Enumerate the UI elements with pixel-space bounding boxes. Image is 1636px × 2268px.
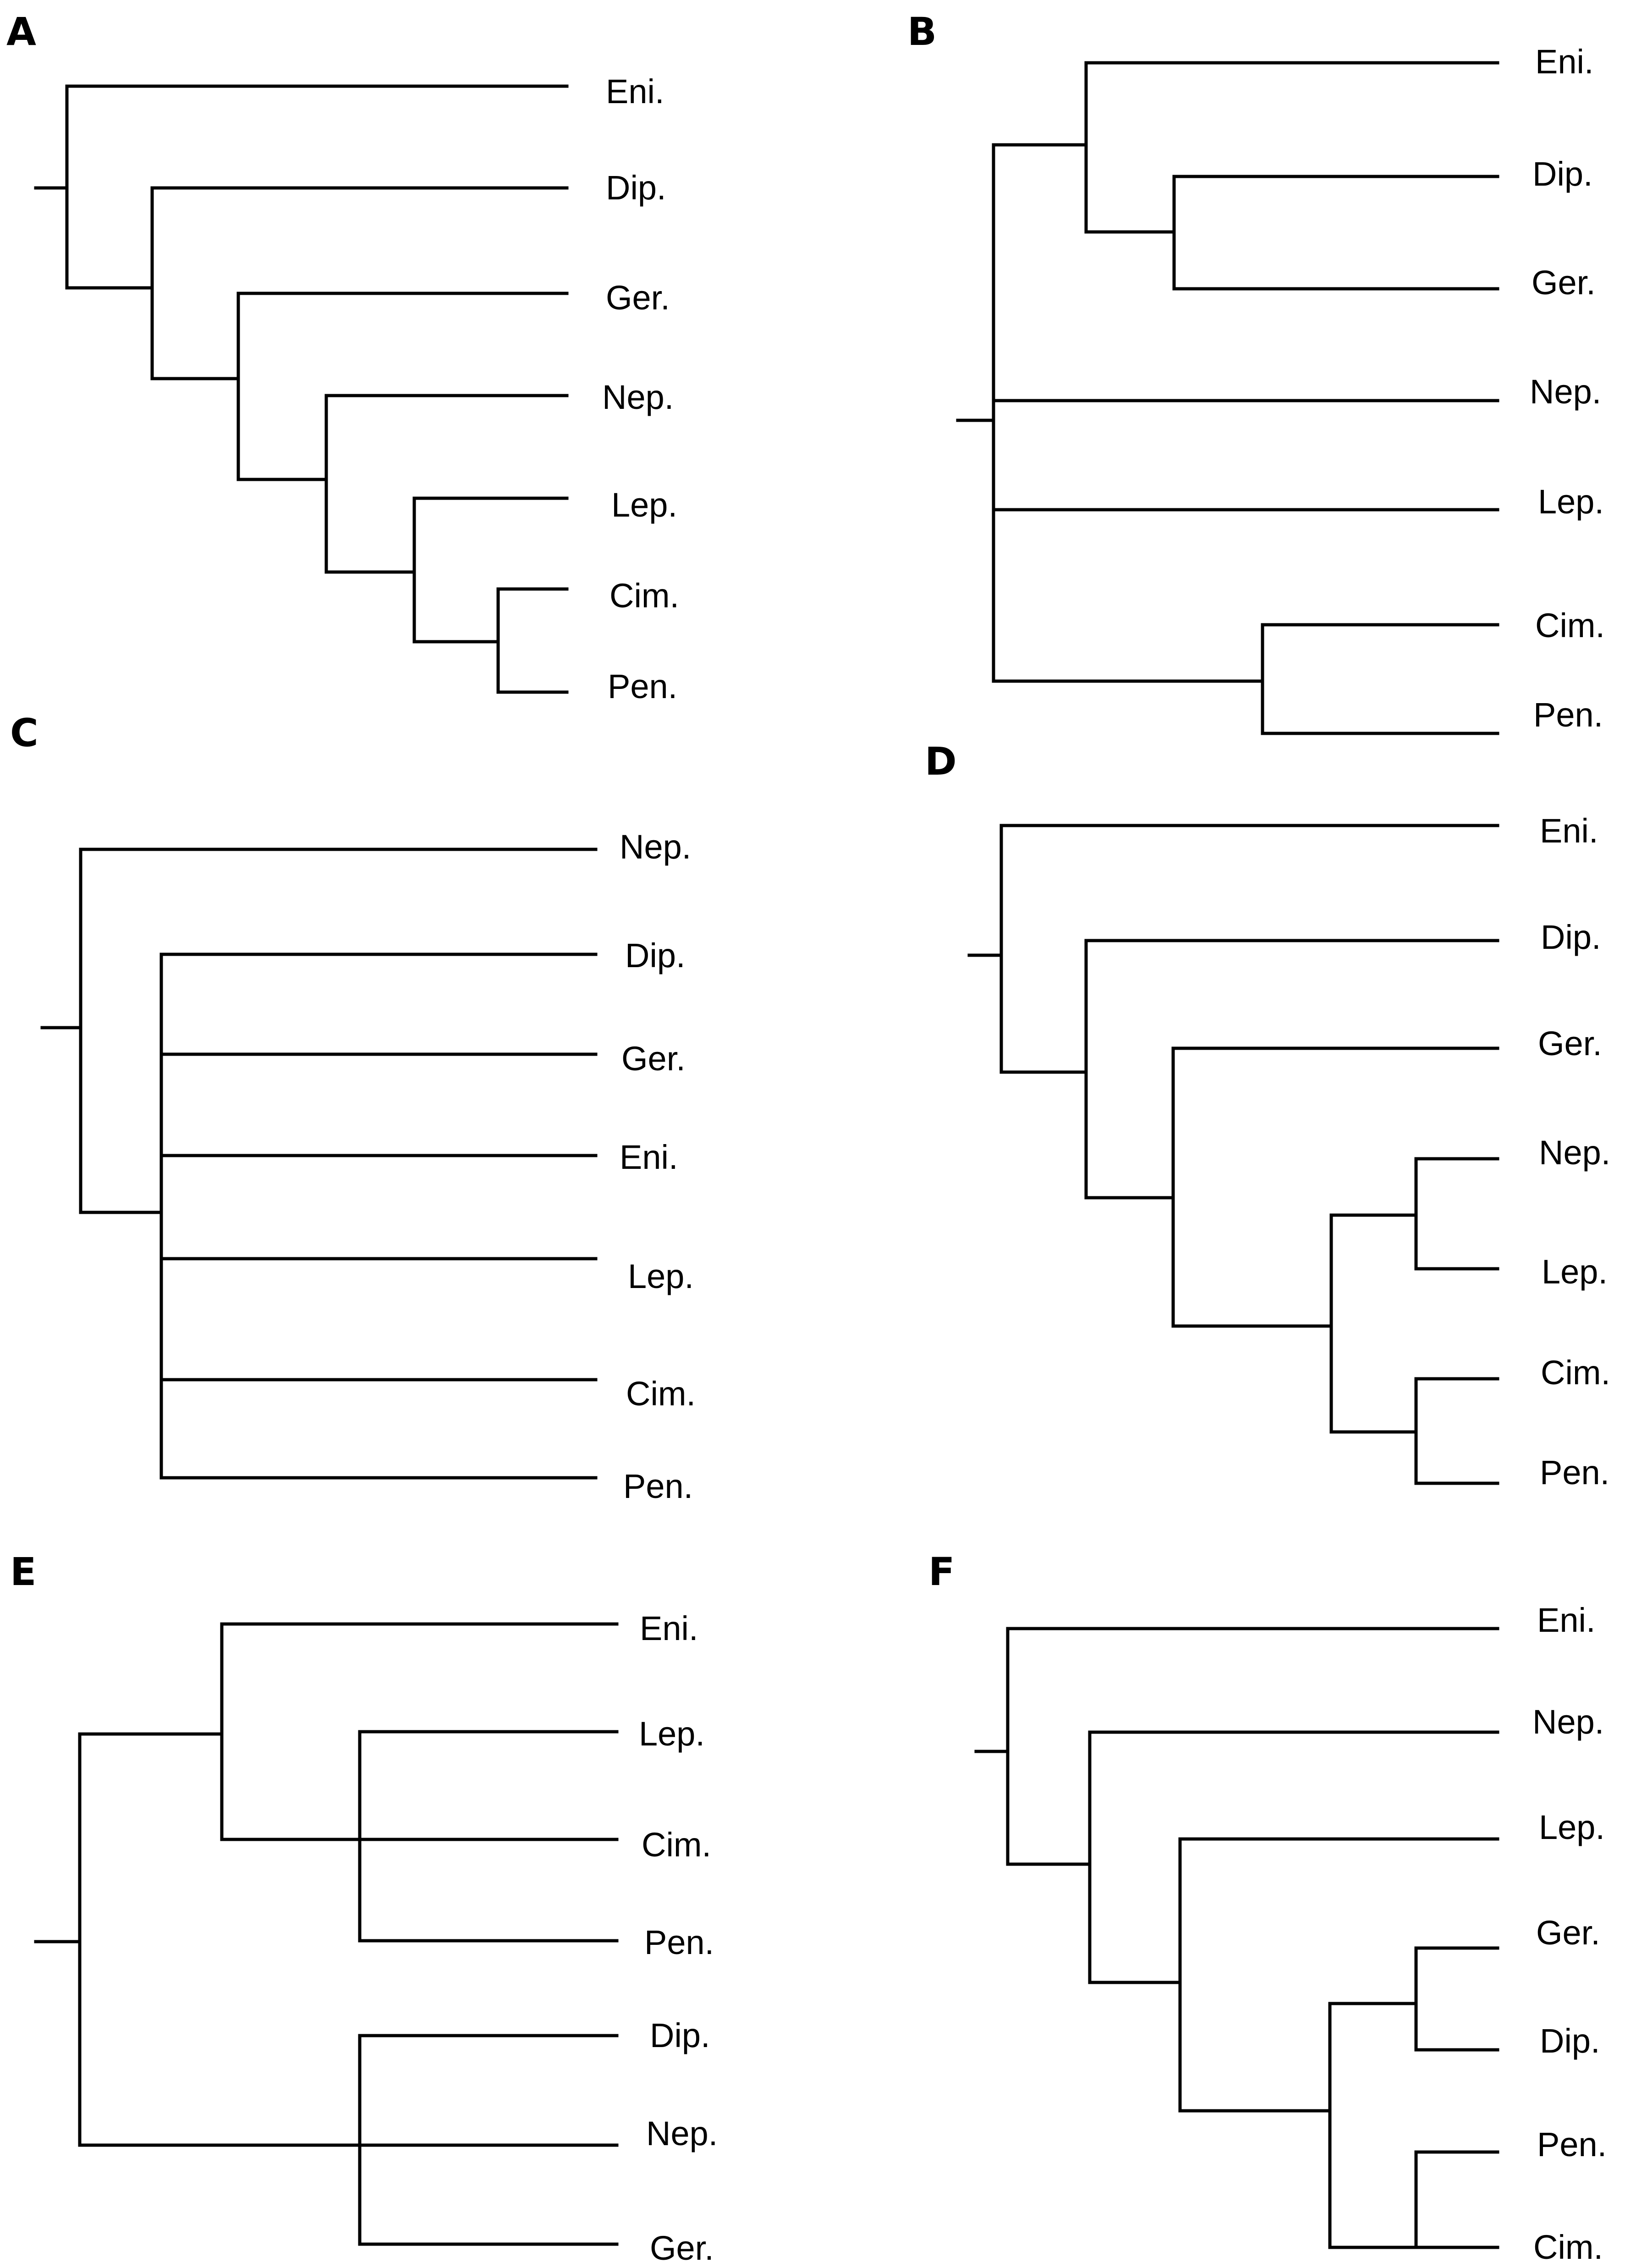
tree-branches xyxy=(34,84,569,694)
taxon-label: Pen. xyxy=(1533,696,1603,734)
taxon-label: Eni. xyxy=(606,72,664,110)
taxon-label: Lep. xyxy=(1539,1808,1605,1846)
panel-letter: E xyxy=(10,1549,36,1594)
panel-letter: B xyxy=(907,9,937,54)
taxon-label: Nep. xyxy=(620,828,691,866)
taxon-label: Dip. xyxy=(1541,918,1601,956)
panel-b: B Eni. Dip. Ger. Nep. Lep. Cim. Pen. xyxy=(907,9,1605,735)
taxon-label: Cim. xyxy=(1535,606,1605,644)
taxon-label: Dip. xyxy=(625,936,686,974)
tree-branches xyxy=(34,1622,619,2246)
taxon-label: Nep. xyxy=(1539,1134,1610,1172)
taxon-label: Cim. xyxy=(626,1375,696,1413)
taxon-label: Ger. xyxy=(1536,1914,1600,1952)
taxon-label: Dip. xyxy=(1532,155,1593,193)
taxon-label: Eni. xyxy=(1535,43,1594,81)
panel-letter: C xyxy=(10,710,38,755)
taxon-label: Pen. xyxy=(1537,2125,1607,2163)
taxon-label: Nep. xyxy=(1532,1703,1604,1741)
taxon-label: Nep. xyxy=(1530,373,1601,411)
panel-a: A Eni. Dip. Ger. Nep. Lep. Cim. Pen. xyxy=(6,9,679,705)
taxon-label: Lep. xyxy=(611,486,677,524)
taxon-label: Dip. xyxy=(1540,2022,1600,2060)
taxon-label: Lep. xyxy=(628,1257,694,1295)
taxon-label: Lep. xyxy=(1538,483,1604,521)
panel-letter: A xyxy=(6,9,36,54)
taxon-label: Cim. xyxy=(642,1826,711,1864)
tree-branches xyxy=(967,824,1499,1485)
taxon-label: Eni. xyxy=(620,1138,678,1176)
panel-e: E Eni. Lep. Cim. Pen. Dip. Nep. Ger. xyxy=(10,1549,718,2267)
taxon-label: Lep. xyxy=(1542,1253,1608,1291)
taxon-label: Pen. xyxy=(1540,1453,1609,1492)
taxon-label: Dip. xyxy=(650,2016,710,2054)
taxon-label: Ger. xyxy=(1532,264,1596,302)
taxon-label: Cim. xyxy=(609,577,679,615)
taxon-label: Ger. xyxy=(650,2229,714,2267)
panel-d: D Eni. Dip. Ger. Nep. Lep. Cim. Pen. xyxy=(925,739,1610,1492)
taxon-label: Nep. xyxy=(646,2114,718,2152)
taxon-label: Eni. xyxy=(1540,812,1598,850)
taxon-label: Pen. xyxy=(608,667,677,705)
taxon-label: Eni. xyxy=(1537,1601,1596,1639)
taxon-label: Ger. xyxy=(606,279,670,317)
tree-branches xyxy=(40,848,598,1480)
taxon-label: Cim. xyxy=(1541,1354,1610,1392)
tree-branches xyxy=(956,61,1499,735)
tree-branches xyxy=(974,1627,1499,2249)
taxon-label: Ger. xyxy=(1538,1024,1602,1062)
panel-f: F Eni. Nep. Lep. Ger. Dip. Pen. Cim. xyxy=(928,1549,1607,2266)
taxon-label: Pen. xyxy=(644,1923,714,1961)
taxon-label: Ger. xyxy=(621,1040,686,1078)
taxon-label: Pen. xyxy=(623,1467,693,1505)
taxon-label: Cim. xyxy=(1533,2228,1603,2266)
taxon-label: Nep. xyxy=(602,378,674,416)
panel-letter: F xyxy=(928,1549,955,1594)
taxon-label: Eni. xyxy=(640,1609,698,1647)
panel-c: C Nep. Dip. Ger. Eni. Lep. Cim. Pen. xyxy=(10,710,696,1505)
panel-letter: D xyxy=(925,739,957,784)
taxon-label: Lep. xyxy=(639,1715,705,1753)
taxon-label: Dip. xyxy=(606,169,666,207)
